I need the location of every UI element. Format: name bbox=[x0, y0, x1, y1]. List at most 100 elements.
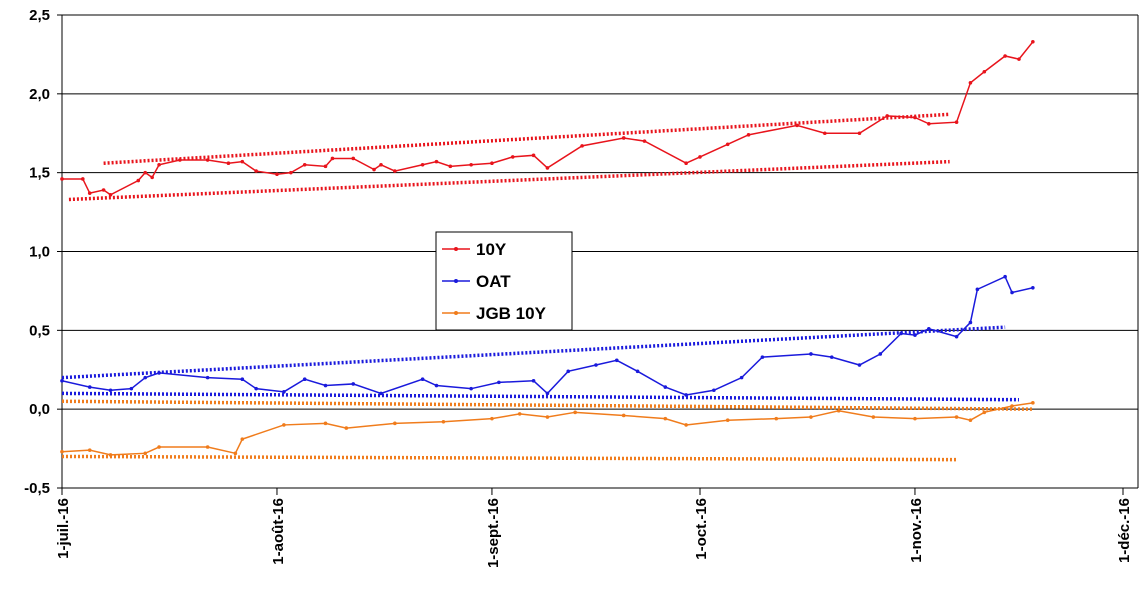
legend-marker bbox=[454, 311, 458, 315]
point bbox=[379, 162, 383, 167]
point bbox=[490, 416, 494, 421]
point bbox=[712, 388, 716, 393]
point bbox=[545, 415, 550, 419]
point bbox=[254, 169, 258, 173]
point bbox=[60, 449, 64, 454]
point bbox=[982, 410, 987, 415]
legend-label: 10Y bbox=[476, 240, 507, 259]
point bbox=[282, 390, 286, 394]
point bbox=[469, 162, 473, 167]
point bbox=[157, 371, 161, 375]
series-line bbox=[62, 41, 1034, 196]
y-tick-label: 2,0 bbox=[29, 86, 50, 103]
point bbox=[87, 385, 92, 389]
legend-marker bbox=[454, 279, 458, 283]
point bbox=[240, 159, 245, 164]
point bbox=[954, 334, 959, 339]
point bbox=[774, 416, 779, 421]
point bbox=[517, 412, 522, 416]
y-tick-label: 2,5 bbox=[29, 7, 50, 24]
y-tick-label: 0,0 bbox=[29, 401, 50, 418]
point bbox=[302, 162, 307, 167]
point bbox=[725, 418, 730, 423]
point bbox=[1017, 57, 1021, 61]
point bbox=[594, 363, 598, 367]
series-line bbox=[61, 275, 1034, 396]
x-tick-label: 1-août-16 bbox=[270, 498, 287, 565]
point bbox=[178, 158, 182, 162]
point bbox=[393, 421, 397, 426]
point bbox=[642, 139, 647, 143]
point bbox=[725, 142, 730, 147]
point bbox=[760, 355, 765, 359]
point bbox=[927, 326, 931, 331]
point bbox=[1003, 274, 1007, 279]
point bbox=[698, 155, 702, 159]
point bbox=[954, 120, 959, 125]
point bbox=[323, 421, 328, 426]
point bbox=[434, 159, 439, 164]
point bbox=[968, 80, 973, 85]
point bbox=[490, 161, 494, 166]
point bbox=[573, 410, 577, 415]
point bbox=[441, 419, 446, 424]
point bbox=[60, 177, 64, 181]
point bbox=[545, 166, 550, 170]
point bbox=[913, 333, 917, 337]
point bbox=[871, 415, 876, 419]
point bbox=[1031, 401, 1035, 405]
point bbox=[351, 382, 356, 386]
legend-marker bbox=[454, 247, 458, 251]
point bbox=[809, 352, 813, 356]
point bbox=[420, 162, 425, 167]
point bbox=[739, 375, 744, 380]
point bbox=[545, 391, 550, 396]
point bbox=[323, 164, 328, 169]
point bbox=[580, 144, 584, 148]
point bbox=[323, 383, 328, 388]
point bbox=[836, 408, 841, 413]
point bbox=[878, 352, 883, 356]
x-tick-label: 1-sept.-16 bbox=[485, 498, 502, 568]
y-tick-label: -0,5 bbox=[24, 480, 50, 497]
point bbox=[282, 423, 286, 427]
y-tick-label: 0,5 bbox=[29, 322, 50, 339]
point bbox=[434, 383, 439, 388]
point bbox=[531, 378, 536, 383]
point bbox=[968, 418, 973, 423]
point bbox=[330, 156, 335, 161]
trendline bbox=[103, 112, 950, 165]
point bbox=[621, 413, 626, 418]
point bbox=[566, 369, 571, 374]
point bbox=[927, 121, 931, 126]
point bbox=[684, 423, 688, 427]
y-tick-label: 1,5 bbox=[29, 165, 50, 182]
point bbox=[663, 416, 668, 421]
point bbox=[233, 451, 238, 456]
point bbox=[684, 161, 688, 166]
point bbox=[510, 155, 515, 159]
point bbox=[954, 415, 959, 419]
point bbox=[226, 161, 231, 166]
point bbox=[379, 391, 383, 396]
point bbox=[982, 69, 987, 74]
point bbox=[302, 377, 307, 382]
point bbox=[136, 178, 141, 183]
point bbox=[87, 448, 92, 452]
point bbox=[913, 115, 917, 120]
x-tick-label: 1-nov.-16 bbox=[908, 498, 925, 563]
point bbox=[857, 363, 862, 367]
trendline bbox=[61, 454, 957, 462]
point bbox=[157, 162, 161, 167]
point bbox=[143, 375, 148, 380]
point bbox=[857, 131, 862, 136]
point bbox=[157, 445, 161, 449]
x-tick-label: 1-déc.-16 bbox=[1116, 498, 1133, 563]
point bbox=[108, 388, 113, 393]
point bbox=[60, 378, 64, 383]
point bbox=[240, 437, 245, 441]
point bbox=[913, 416, 917, 421]
point bbox=[108, 192, 113, 197]
point bbox=[240, 377, 245, 382]
